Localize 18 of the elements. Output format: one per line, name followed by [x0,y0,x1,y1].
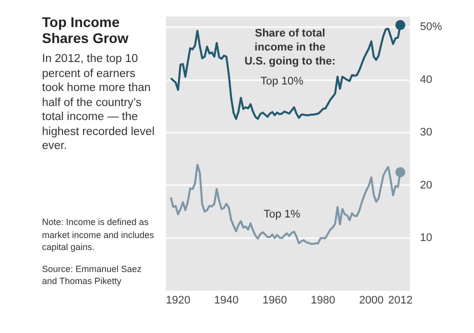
x-tick-label: 1920 [166,294,190,306]
text: In 2012, the top 10 percent of earners took home more than half of the country’s total income — the highest recorded level ever. [42,52,156,154]
y-tick-label: 30 [420,126,432,139]
series-label: Top 10% [260,76,304,88]
y-tick-label: 50% [420,21,442,34]
x-tick-label: 2012 [388,294,413,306]
y-tick-label: 40 [420,74,432,86]
x-tick-label: 1940 [214,294,239,306]
source-note: Source: Emmanuel Saez and Thomas Piketty [42,262,143,288]
x-tick-label: 1960 [262,294,287,306]
y-tick-label: 20 [420,179,432,192]
y-tick-label: 10 [420,232,432,244]
legend-title: Share of total income in the U.S. going to the: [244,28,336,68]
series-label: Top 1% [264,208,301,220]
x-tick-label: 2000 [359,294,384,306]
text: Note: Income is defined as market income and includes capital gains. [42,216,156,254]
x-tick-label: 1980 [310,294,336,306]
chart-title: Top Income Shares Grow [42,14,130,46]
